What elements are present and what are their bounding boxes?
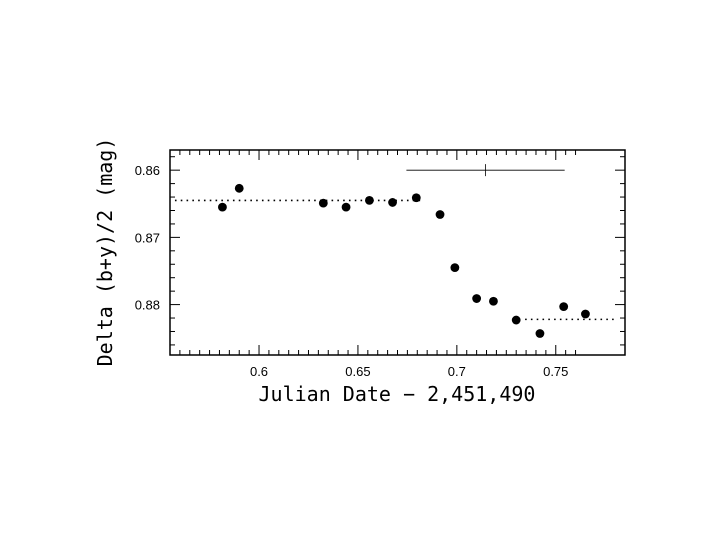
data-point-5: [388, 198, 397, 207]
x-tick-label: 0.7: [448, 364, 466, 379]
y-axis-title: Delta (b+y)/2 (mag): [93, 138, 117, 367]
data-points: [218, 183, 590, 338]
data-point-14: [581, 309, 590, 319]
y-tick-label: 0.87: [135, 230, 160, 245]
y-axis-ticks: 0.86 0.87 0.88: [135, 156, 625, 346]
data-point-3: [341, 202, 351, 212]
y-tick-label: 0.88: [135, 298, 160, 313]
data-point-7: [435, 210, 445, 219]
data-point-10: [489, 296, 498, 306]
data-point-0: [218, 202, 227, 212]
data-point-1: [234, 183, 244, 193]
reference-lines: [174, 199, 616, 321]
data-point-4: [365, 196, 374, 205]
plot-frame: [169, 149, 626, 356]
data-point-2: [318, 198, 328, 208]
error-bar: [406, 164, 565, 177]
x-tick-label: 0.65: [345, 364, 370, 379]
data-point-6: [411, 193, 421, 203]
data-point-11: [511, 315, 521, 325]
x-axis-title: Julian Date − 2,451,490: [259, 382, 536, 406]
x-tick-label: 0.6: [250, 364, 268, 379]
data-point-12: [535, 329, 545, 338]
x-axis-ticks: 0.6 0.65 0.7 0.75: [179, 150, 577, 379]
data-point-8: [450, 263, 460, 273]
y-tick-label: 0.86: [135, 163, 160, 178]
data-point-13: [559, 302, 569, 312]
data-point-9: [472, 294, 482, 303]
x-tick-label: 0.75: [543, 364, 568, 379]
